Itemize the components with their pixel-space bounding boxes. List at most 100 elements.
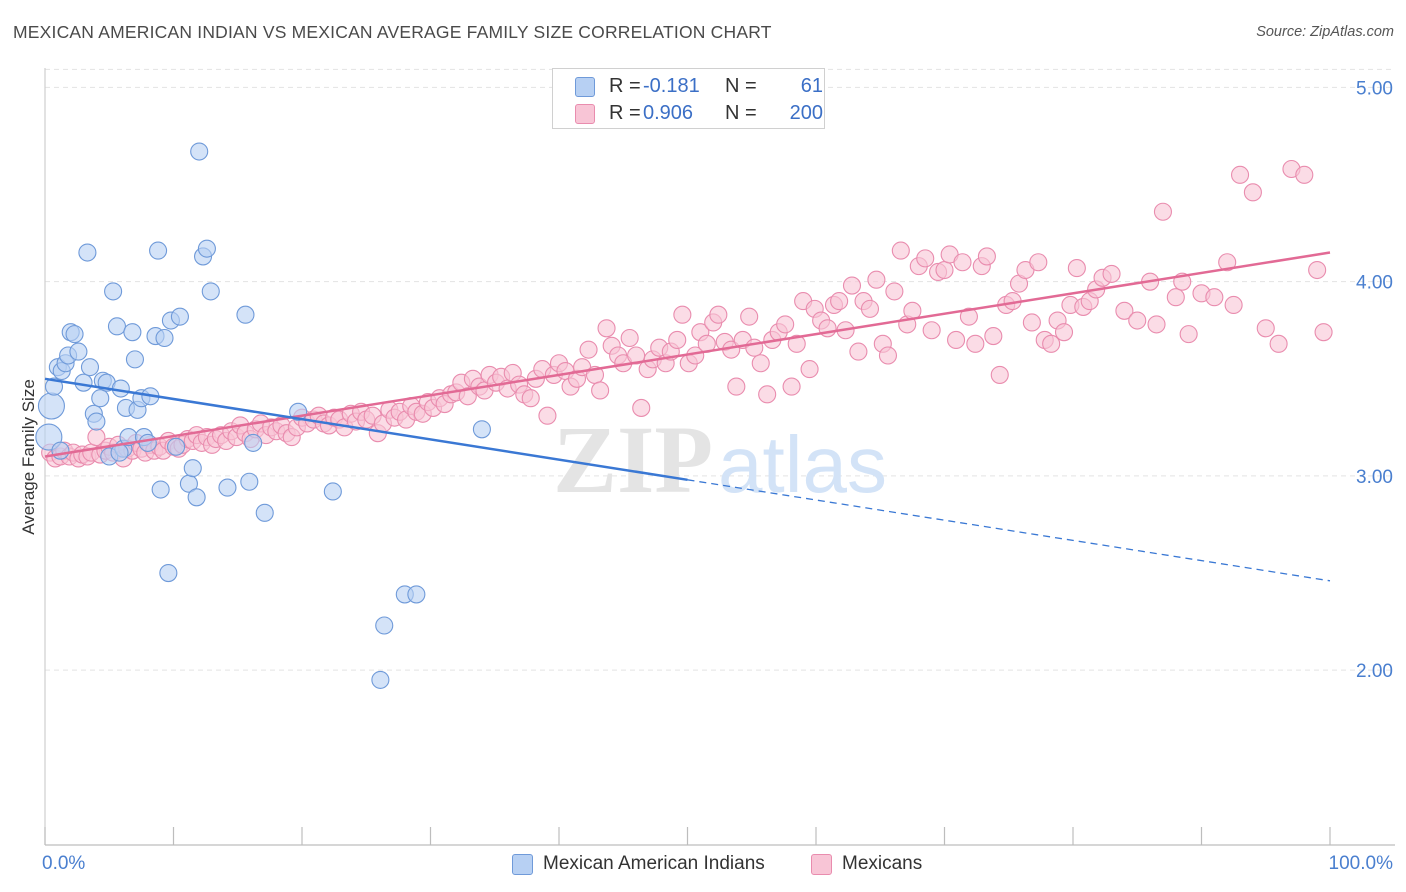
legend-r-label: R = (609, 102, 641, 124)
data-point (187, 488, 206, 507)
source-label: Source: ZipAtlas.com (1256, 24, 1394, 40)
legend-n-label: N = (725, 75, 757, 97)
data-point (849, 342, 868, 361)
data-point (709, 305, 728, 324)
data-point (1042, 334, 1061, 353)
data-point (138, 433, 157, 452)
data-point (159, 563, 178, 583)
legend-swatch-pink (811, 854, 832, 875)
data-point (1256, 319, 1275, 338)
data-point (1308, 260, 1327, 280)
data-point (977, 247, 996, 266)
trend-line-mexican-american-indians (44, 377, 688, 482)
x-tick-label: 0.0% (42, 853, 85, 874)
legend-label: Mexican American Indians (543, 853, 765, 874)
data-point (1029, 253, 1048, 272)
data-point (44, 377, 64, 396)
data-point (740, 307, 759, 326)
data-point (860, 299, 880, 318)
data-point (323, 482, 342, 501)
data-point (521, 389, 540, 408)
data-point (155, 328, 174, 348)
data-point (1269, 334, 1288, 353)
watermark: ZIP atlas (553, 406, 887, 513)
data-point (151, 480, 170, 499)
data-point (751, 354, 770, 373)
data-point (1205, 288, 1224, 307)
data-point (953, 253, 972, 272)
data-point (727, 377, 746, 396)
data-point (867, 270, 886, 289)
legend-n-value: 200 (789, 102, 823, 124)
correlation-legend: R = -0.181 N = 61 R = 0.906 N = 200 (552, 68, 825, 129)
data-point (149, 241, 168, 260)
data-point (782, 377, 801, 396)
legend-swatch-blue (575, 77, 595, 97)
data-point (1102, 264, 1121, 283)
data-point (123, 323, 142, 342)
data-point (65, 325, 84, 344)
data-point (1179, 325, 1198, 344)
data-point (37, 392, 65, 420)
legend-n-label: N = (725, 102, 757, 124)
data-point (375, 616, 394, 635)
data-point (597, 319, 616, 338)
data-point (830, 292, 849, 311)
data-point (1128, 311, 1147, 330)
data-point (1067, 259, 1086, 278)
data-point (104, 282, 123, 301)
data-point (538, 406, 557, 425)
tick-labels: 2.00 3.00 4.00 5.00 0.0% 100.0% (42, 78, 1393, 874)
gridlines (45, 68, 1395, 671)
trend-line-mexican-american-indians-extension (687, 479, 1331, 582)
data-point (990, 365, 1009, 384)
chart-title: MEXICAN AMERICAN INDIAN VS MEXICAN AVERA… (13, 22, 772, 42)
data-point (966, 334, 985, 353)
data-point (627, 346, 646, 365)
data-point (218, 478, 237, 497)
data-point (1224, 295, 1243, 315)
data-point (1243, 183, 1262, 202)
data-point (916, 249, 935, 268)
data-point (632, 398, 651, 417)
data-point (758, 385, 777, 404)
data-point (1314, 323, 1333, 342)
watermark-zip: ZIP (553, 406, 713, 513)
data-point (878, 346, 898, 365)
data-point (668, 330, 687, 350)
legend-r-value: 0.906 (643, 102, 694, 124)
y-tick-label: 3.00 (1356, 467, 1393, 488)
data-point (472, 420, 491, 439)
data-point (800, 360, 819, 379)
data-point (91, 389, 110, 408)
data-point (167, 437, 186, 456)
data-point (935, 260, 954, 280)
data-point (891, 241, 910, 260)
data-point (51, 441, 70, 460)
data-point (1166, 288, 1185, 307)
data-point (87, 412, 106, 431)
legend-swatch-blue (512, 854, 533, 875)
legend-r-label: R = (609, 75, 641, 97)
data-point (1153, 202, 1172, 221)
data-point (371, 670, 390, 689)
data-point (80, 358, 100, 377)
legend-swatch-pink (575, 104, 595, 124)
data-point (591, 381, 610, 400)
data-point (244, 433, 263, 452)
legend-n-value: 61 (800, 75, 823, 97)
y-axis-label: Average Family Size (19, 379, 38, 535)
data-point (885, 282, 904, 301)
data-point (959, 307, 978, 326)
watermark-atlas: atlas (718, 420, 887, 509)
data-point (1218, 253, 1237, 272)
data-point (201, 282, 220, 301)
data-point (947, 330, 966, 350)
legend-r-value: -0.181 (643, 75, 700, 97)
data-point (125, 350, 144, 369)
y-tick-label: 5.00 (1356, 78, 1393, 99)
y-tick-label: 4.00 (1356, 273, 1393, 294)
data-point (1054, 323, 1074, 342)
data-point (407, 585, 426, 604)
